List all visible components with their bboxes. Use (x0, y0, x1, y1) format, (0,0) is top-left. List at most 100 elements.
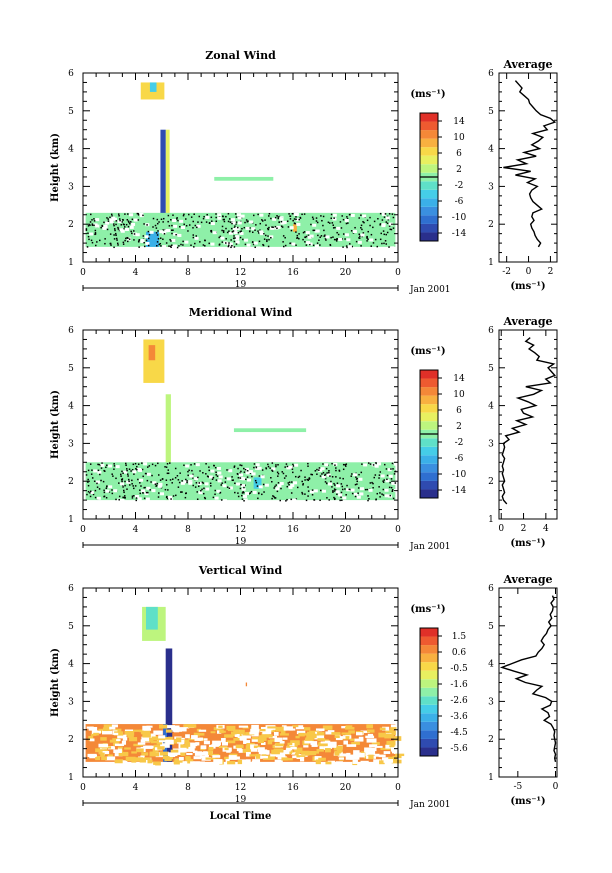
speckle (391, 489, 394, 491)
speckle (350, 230, 353, 232)
speckle (363, 221, 365, 224)
speckle (294, 754, 299, 757)
speckle (388, 486, 391, 489)
speckle (285, 500, 287, 502)
speckle (329, 475, 331, 477)
speckle (161, 478, 164, 480)
speckle (381, 219, 384, 221)
speckle (135, 495, 140, 499)
speckle (98, 743, 109, 748)
speckle (260, 750, 270, 755)
speckle (247, 478, 252, 482)
speckle (123, 489, 125, 492)
speckle (180, 751, 186, 756)
x-tick-label: 16 (287, 525, 299, 535)
speckle (226, 231, 229, 234)
speckle (136, 748, 144, 753)
colorbar-tick-label: 10 (453, 133, 465, 143)
speckle (238, 473, 243, 477)
speckle (207, 476, 210, 478)
speckle (195, 463, 200, 467)
speckle (115, 234, 117, 237)
speckle (324, 740, 331, 746)
speckle (295, 750, 301, 755)
speckle (384, 733, 394, 739)
speckle (340, 491, 343, 494)
speckle (321, 489, 326, 493)
speckle (227, 220, 230, 223)
speckle (390, 468, 392, 470)
speckle (93, 730, 102, 734)
speckle (354, 483, 357, 486)
speckle (255, 465, 257, 468)
speckle (391, 462, 394, 465)
colorbar-tick-label: -0.5 (450, 664, 468, 674)
speckle (205, 487, 210, 491)
speckle (342, 246, 344, 248)
data-cell (165, 394, 171, 501)
speckle (356, 477, 358, 480)
speckle (315, 220, 318, 222)
speckle (241, 227, 243, 230)
speckle (240, 230, 242, 232)
speckle (284, 466, 286, 468)
speckle (232, 479, 234, 481)
speckle (147, 759, 153, 764)
speckle (85, 474, 88, 476)
speckle (390, 486, 393, 489)
speckle (233, 226, 236, 229)
speckle (273, 732, 279, 736)
speckle (266, 240, 268, 243)
speckle (100, 467, 103, 469)
speckle (298, 233, 300, 235)
speckle (314, 244, 319, 248)
speckle (252, 490, 257, 494)
speckle (162, 221, 164, 223)
x-tick-label: 0 (395, 268, 401, 278)
speckle (231, 221, 236, 225)
speckle (351, 741, 360, 745)
speckle (271, 469, 273, 472)
speckle (192, 473, 194, 476)
speckle (158, 243, 160, 246)
speckle (187, 470, 189, 473)
speckle (195, 235, 198, 237)
speckle (179, 219, 184, 223)
speckle (271, 226, 273, 228)
speckle (145, 738, 154, 742)
speckle (183, 464, 185, 467)
speckle (186, 481, 188, 484)
speckle (208, 242, 210, 245)
speckle (109, 233, 112, 235)
speckle (390, 246, 395, 250)
speckle (357, 240, 362, 244)
speckle (332, 227, 335, 229)
speckle (296, 755, 306, 758)
speckle (276, 215, 278, 217)
speckle (316, 473, 318, 475)
speckle (367, 733, 374, 738)
speckle (210, 731, 216, 734)
speckle (288, 485, 293, 489)
speckle (213, 759, 223, 764)
speckle (146, 486, 151, 490)
speckle (267, 245, 270, 248)
profile-y-tick-label: 6 (488, 326, 494, 336)
speckle (240, 484, 245, 488)
speckle (358, 477, 363, 481)
speckle (373, 759, 382, 763)
speckle (226, 477, 231, 481)
profile-title: Average (502, 58, 552, 71)
speckle (331, 222, 334, 224)
speckle (326, 741, 337, 747)
speckle (277, 482, 280, 484)
speckle (282, 241, 284, 243)
profile-y-tick-label: 3 (488, 439, 494, 449)
speckle (293, 481, 298, 485)
speckle (157, 484, 162, 488)
speckle (193, 463, 196, 465)
speckle (351, 473, 353, 475)
speckle (183, 480, 188, 484)
speckle (151, 489, 156, 493)
